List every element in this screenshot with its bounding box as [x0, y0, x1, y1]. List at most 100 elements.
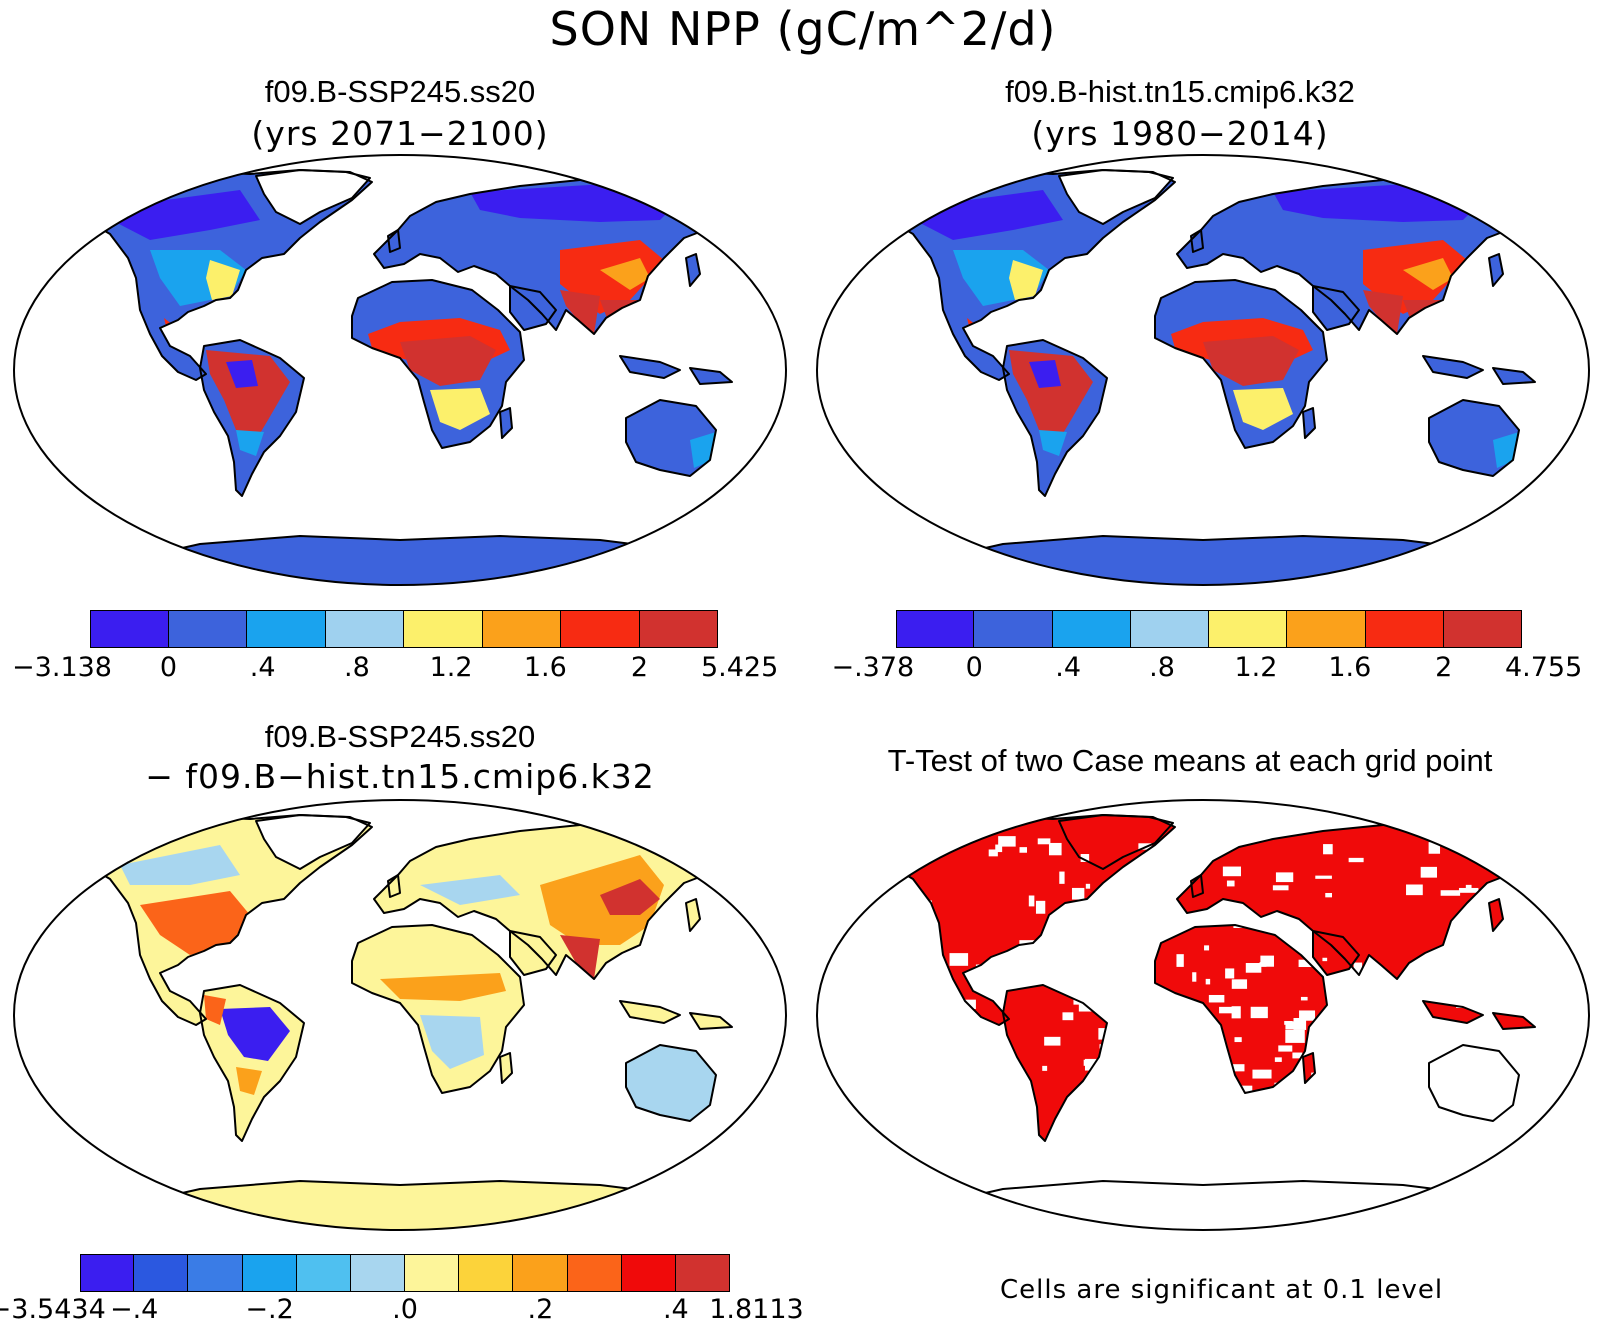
panel-ssp-title: f09.B-SSP245.ss20 — [264, 74, 536, 109]
non-significant-cell — [1080, 909, 1090, 914]
non-significant-cell — [1440, 890, 1461, 896]
colorbar-tick-label: −.2 — [245, 1294, 294, 1325]
non-significant-cell — [1037, 838, 1051, 845]
field-north-america-boreal-change — [120, 845, 240, 885]
non-significant-cell — [1451, 1062, 1469, 1074]
map-diff — [13, 799, 787, 1231]
non-significant-cell — [1292, 1052, 1303, 1059]
non-significant-cell — [1245, 963, 1262, 973]
non-significant-cell — [1019, 847, 1027, 853]
coastline-greenland — [1058, 814, 1174, 870]
landmass-newzealand — [1555, 462, 1567, 490]
non-significant-cell — [994, 1122, 1005, 1131]
non-significant-cell — [1140, 863, 1152, 874]
landmass-uk — [388, 230, 400, 252]
non-significant-cell — [1221, 1054, 1228, 1066]
coastline-uk — [387, 874, 401, 898]
coastline-newzealand — [1554, 1106, 1568, 1136]
coastline-newzealand — [751, 1106, 765, 1136]
coastline-japan — [1488, 253, 1504, 287]
colorbar-swatch — [80, 1254, 134, 1292]
non-significant-cell — [1147, 927, 1160, 939]
non-significant-cell — [1217, 1074, 1234, 1083]
colorbar-swatch — [1131, 610, 1209, 648]
non-significant-cell — [1080, 854, 1090, 862]
coastline-greenland — [1058, 169, 1174, 225]
non-significant-cell — [1042, 1065, 1048, 1071]
non-significant-cell — [1428, 842, 1441, 854]
coastline-indonesia — [1422, 355, 1484, 379]
non-significant-cell — [1096, 962, 1110, 966]
colorbar-swatch — [404, 610, 483, 648]
coastline-newguinea — [689, 1012, 733, 1030]
map-border — [13, 799, 787, 1231]
non-significant-cell — [1068, 962, 1087, 969]
non-significant-cell — [915, 947, 923, 957]
colorbar-swatch — [90, 610, 169, 648]
non-significant-cell — [898, 973, 914, 985]
coastline-madagascar — [1302, 1052, 1316, 1084]
coastline-japan — [1488, 898, 1504, 932]
field-india-increase — [560, 935, 600, 979]
colorbar-tick-label: −3.5434 — [0, 1294, 106, 1325]
coastline-eurasia — [373, 824, 731, 980]
field-china-increase — [600, 879, 660, 915]
non-significant-cell — [1275, 872, 1294, 883]
field-southeast-asia — [1403, 300, 1443, 326]
non-significant-cell — [1483, 1107, 1493, 1113]
colorbar-tick-label: .8 — [344, 652, 370, 683]
non-significant-cell — [1464, 1048, 1476, 1060]
coastline-madagascar — [499, 407, 513, 439]
non-significant-cell — [1231, 979, 1248, 989]
field-north-america-boreal — [895, 190, 1063, 240]
non-significant-cell — [1174, 1034, 1186, 1045]
coastline-uk — [387, 229, 401, 253]
coastline-africa — [351, 279, 525, 449]
coastline-japan — [685, 253, 701, 287]
colorbar-swatch — [351, 1254, 405, 1292]
colorbar-tick-label: 1.8113 — [709, 1294, 804, 1325]
non-significant-cell — [1007, 1113, 1016, 1118]
coastline-eurasia — [373, 179, 731, 335]
colorbar-swatch — [326, 610, 404, 648]
coastline-uk — [1190, 874, 1204, 898]
non-significant-cell — [1231, 1006, 1241, 1019]
non-significant-cell — [1059, 871, 1065, 884]
panel-hist-subtitle: (yrs 1980−2014) — [1031, 114, 1329, 153]
non-significant-cell — [1252, 1069, 1272, 1079]
coastline-africa — [351, 924, 525, 1094]
non-significant-cell — [1477, 1127, 1485, 1139]
non-significant-cell — [1176, 954, 1184, 967]
map-border — [816, 154, 1590, 586]
non-significant-cell — [1093, 909, 1104, 915]
field-china-south — [600, 258, 650, 290]
non-significant-cell — [1419, 1083, 1435, 1090]
non-significant-cell — [1320, 1064, 1335, 1075]
non-significant-cell — [1389, 1027, 1406, 1040]
colorbar-tick-label: 1.6 — [523, 652, 567, 683]
colorbar-tick-label: −.4 — [109, 1294, 159, 1325]
non-significant-cell — [1432, 1037, 1443, 1044]
non-significant-cell — [1204, 945, 1210, 951]
non-significant-cell — [975, 1088, 980, 1097]
colorbar-tick-label: 0 — [965, 652, 983, 683]
coastline-greenland — [255, 169, 371, 225]
field-amazon-decrease — [220, 1007, 290, 1061]
non-significant-cell — [1116, 990, 1133, 1001]
non-significant-cell — [889, 1097, 905, 1103]
colorbar-tick-label: .4 — [1055, 652, 1082, 683]
non-significant-cell — [1299, 1010, 1316, 1021]
non-significant-cell — [1141, 876, 1150, 886]
map-ttest — [816, 799, 1590, 1231]
non-significant-cell — [929, 941, 940, 953]
non-significant-cell — [1232, 1064, 1245, 1072]
coastline-greenland — [255, 814, 371, 870]
non-significant-cell — [1353, 962, 1363, 975]
non-significant-cell — [987, 1094, 1003, 1106]
non-significant-cell — [903, 1063, 911, 1071]
field-north-america-increase — [140, 891, 250, 955]
coastline-africa — [1154, 924, 1328, 1094]
colorbar-swatch — [1444, 610, 1522, 648]
non-significant-cell — [1366, 1081, 1384, 1094]
field-east-asia-increase — [540, 855, 664, 945]
